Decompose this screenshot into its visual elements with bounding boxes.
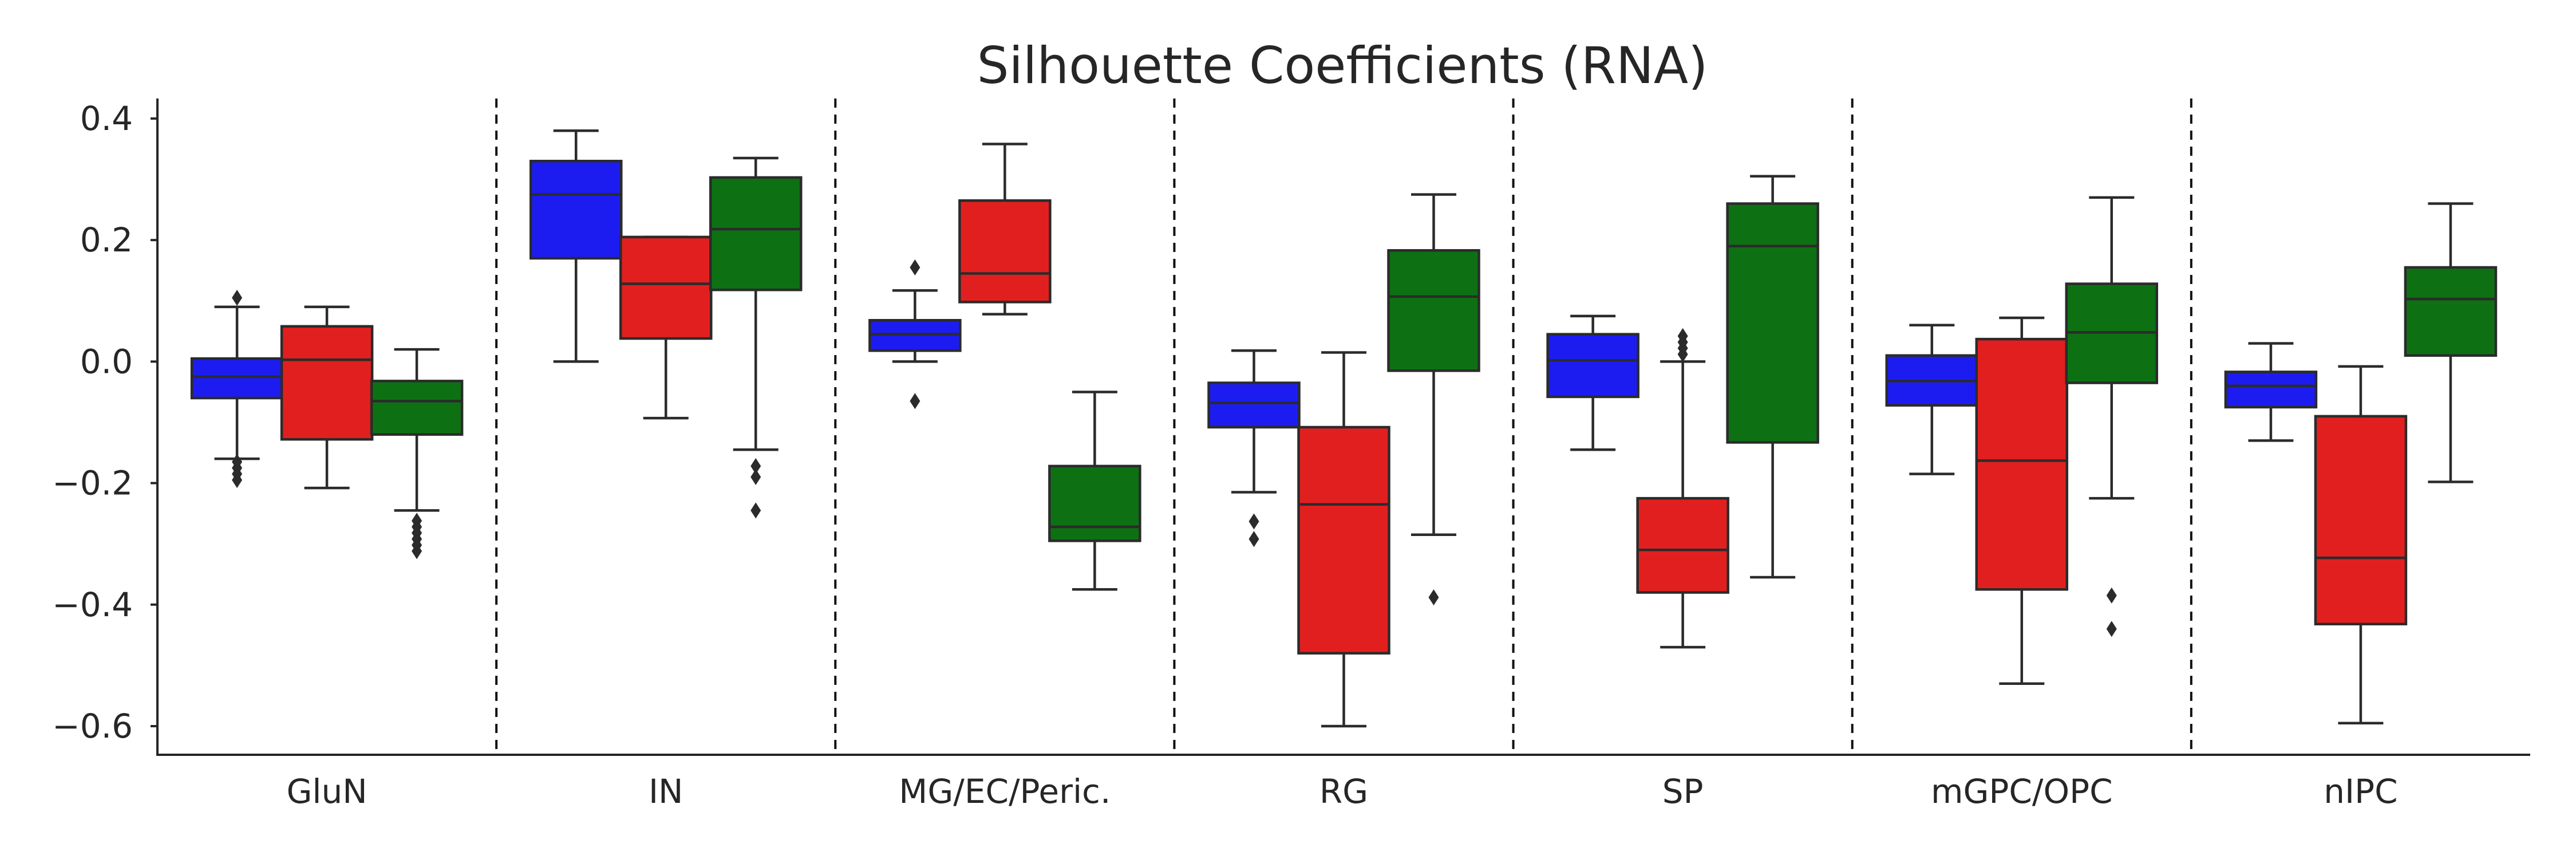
box-iqr (1975, 337, 2069, 591)
y-tick-label: −0.2 (52, 464, 133, 503)
outlier-point (1677, 346, 1688, 362)
y-tick-label: 0.4 (80, 99, 133, 138)
y-tick-label: −0.4 (52, 585, 133, 624)
outlier-point (232, 289, 243, 306)
outlier-point (1428, 589, 1439, 606)
x-tick-label: mGPC/OPC (1931, 772, 2113, 811)
box-iqr (1048, 464, 1141, 542)
outlier-point (1249, 531, 1259, 547)
outlier-point (910, 393, 920, 409)
outlier-point (750, 468, 761, 485)
box-iqr (1207, 381, 1301, 429)
x-tick-label: IN (649, 772, 683, 811)
box-iqr (190, 357, 284, 400)
box-iqr (1297, 425, 1390, 655)
box-iqr (370, 380, 464, 436)
plot-area: 0.4 0.2 0.0 −0.2 −0.4 −0.6 GluN IN MG/EC/Peric. R… (52, 98, 2498, 811)
box-iqr (1636, 497, 1729, 594)
outlier-point (2106, 587, 2117, 604)
box-iqr (1387, 249, 1480, 372)
outlier-point (232, 472, 243, 488)
y-tick-label: 0.2 (80, 220, 133, 259)
y-tick-label: 0.0 (80, 342, 133, 381)
box-iqr (709, 176, 803, 291)
outlier-point (750, 502, 761, 519)
outlier-point (412, 543, 422, 559)
x-tick-label: SP (1662, 772, 1704, 811)
chart-title: Silhouette Coefficients (RNA) (977, 36, 1708, 95)
x-tick-label: nIPC (2324, 772, 2397, 811)
box-iqr (1726, 202, 1819, 444)
outlier-point (1249, 513, 1259, 530)
box-iqr (529, 160, 623, 260)
x-tick-label: RG (1319, 772, 1368, 811)
box-iqr (2314, 415, 2408, 626)
outlier-point (910, 259, 920, 275)
outlier-point (750, 458, 761, 474)
outlier-point (2106, 621, 2117, 637)
box-iqr (2404, 266, 2498, 357)
box-iqr (1546, 333, 1639, 399)
x-tick-label: MG/EC/Peric. (899, 772, 1111, 811)
box-iqr (2224, 371, 2318, 409)
box-iqr (619, 235, 713, 340)
box-iqr (958, 199, 1052, 304)
x-tick-label: GluN (286, 772, 367, 811)
y-tick-label: −0.6 (52, 707, 133, 746)
box-iqr (280, 325, 374, 441)
